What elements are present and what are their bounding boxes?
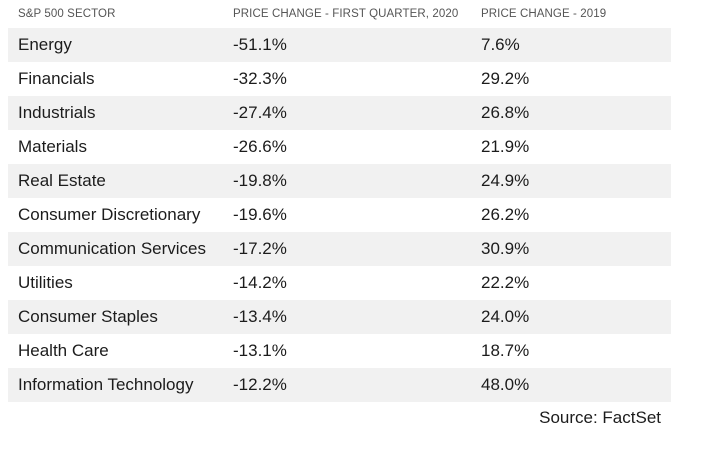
cell-change-q1-2020: -32.3% bbox=[225, 62, 473, 96]
cell-change-2019: 29.2% bbox=[473, 62, 671, 96]
cell-change-2019: 48.0% bbox=[473, 368, 671, 402]
table-body: Energy -51.1% 7.6% Financials -32.3% 29.2% Ind… bbox=[8, 28, 671, 402]
cell-sector: Real Estate bbox=[8, 164, 225, 198]
cell-sector: Consumer Staples bbox=[8, 300, 225, 334]
table-row: Health Care -13.1% 18.7% bbox=[8, 334, 671, 368]
header-row: S&P 500 SECTOR PRICE CHANGE - FIRST QUAR… bbox=[8, 0, 671, 28]
table-row: Information Technology -12.2% 48.0% bbox=[8, 368, 671, 402]
cell-sector: Energy bbox=[8, 28, 225, 62]
cell-change-2019: 26.2% bbox=[473, 198, 671, 232]
cell-change-q1-2020: -12.2% bbox=[225, 368, 473, 402]
table-row: Real Estate -19.8% 24.9% bbox=[8, 164, 671, 198]
cell-sector: Consumer Discretionary bbox=[8, 198, 225, 232]
column-header-q1-2020: PRICE CHANGE - FIRST QUARTER, 2020 bbox=[233, 8, 459, 20]
cell-change-2019: 24.0% bbox=[473, 300, 671, 334]
column-header-sector: S&P 500 SECTOR bbox=[18, 8, 116, 20]
table-row: Utilities -14.2% 22.2% bbox=[8, 266, 671, 300]
table-row: Financials -32.3% 29.2% bbox=[8, 62, 671, 96]
cell-change-2019: 24.9% bbox=[473, 164, 671, 198]
cell-change-q1-2020: -13.4% bbox=[225, 300, 473, 334]
cell-sector: Materials bbox=[8, 130, 225, 164]
table-row: Industrials -27.4% 26.8% bbox=[8, 96, 671, 130]
cell-sector: Industrials bbox=[8, 96, 225, 130]
cell-change-q1-2020: -14.2% bbox=[225, 266, 473, 300]
cell-sector: Information Technology bbox=[8, 368, 225, 402]
cell-change-q1-2020: -13.1% bbox=[225, 334, 473, 368]
sector-price-change-table: S&P 500 SECTOR PRICE CHANGE - FIRST QUAR… bbox=[8, 0, 671, 402]
table-row: Materials -26.6% 21.9% bbox=[8, 130, 671, 164]
cell-change-q1-2020: -19.6% bbox=[225, 198, 473, 232]
cell-change-2019: 7.6% bbox=[473, 28, 671, 62]
table-header: S&P 500 SECTOR PRICE CHANGE - FIRST QUAR… bbox=[8, 0, 671, 28]
table-row: Communication Services -17.2% 30.9% bbox=[8, 232, 671, 266]
cell-sector: Financials bbox=[8, 62, 225, 96]
cell-change-q1-2020: -19.8% bbox=[225, 164, 473, 198]
table-row: Consumer Discretionary -19.6% 26.2% bbox=[8, 198, 671, 232]
cell-change-q1-2020: -27.4% bbox=[225, 96, 473, 130]
cell-change-2019: 18.7% bbox=[473, 334, 671, 368]
cell-sector: Health Care bbox=[8, 334, 225, 368]
cell-change-2019: 30.9% bbox=[473, 232, 671, 266]
cell-change-2019: 21.9% bbox=[473, 130, 671, 164]
cell-sector: Communication Services bbox=[8, 232, 225, 266]
cell-change-2019: 26.8% bbox=[473, 96, 671, 130]
cell-change-q1-2020: -17.2% bbox=[225, 232, 473, 266]
sector-table-container: S&P 500 SECTOR PRICE CHANGE - FIRST QUAR… bbox=[8, 0, 671, 402]
table-row: Energy -51.1% 7.6% bbox=[8, 28, 671, 62]
cell-change-q1-2020: -26.6% bbox=[225, 130, 473, 164]
table-row: Consumer Staples -13.4% 24.0% bbox=[8, 300, 671, 334]
cell-sector: Utilities bbox=[8, 266, 225, 300]
source-note: Source: FactSet bbox=[539, 408, 661, 427]
cell-change-q1-2020: -51.1% bbox=[225, 28, 473, 62]
cell-change-2019: 22.2% bbox=[473, 266, 671, 300]
column-header-2019: PRICE CHANGE - 2019 bbox=[481, 8, 607, 20]
